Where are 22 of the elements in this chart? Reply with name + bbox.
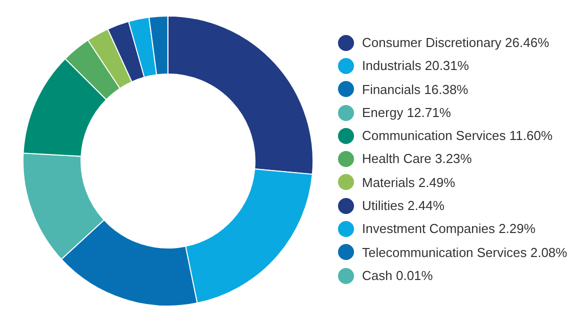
data-label: 2.08%: [530, 244, 568, 260]
legend-label: Health Care: [362, 151, 432, 166]
data-label: 3.23%: [434, 151, 472, 166]
legend-label: Utilities: [362, 198, 404, 214]
data-label: 0.01%: [396, 268, 433, 283]
legend-label: Energy: [362, 104, 404, 120]
legend-label: Investment Companies: [362, 221, 495, 236]
data-label: 2.49%: [418, 174, 456, 190]
legend-label: Telecommunication Services: [362, 244, 527, 260]
legend-label: Industrials: [362, 58, 422, 74]
legend-label: Cash: [362, 268, 392, 283]
data-label: 2.44%: [408, 198, 444, 214]
data-label: 2.29%: [498, 221, 536, 236]
legend-label: Consumer Discretionary: [362, 35, 502, 50]
data-label: 20.31%: [424, 58, 469, 74]
data-label: 11.60%: [509, 128, 553, 144]
legend-label: Communication Services: [362, 128, 506, 144]
data-label: 26.46%: [505, 35, 550, 50]
data-label: 16.38%: [424, 82, 468, 97]
data-label: 12.71%: [406, 104, 451, 120]
legend-label: Materials: [362, 174, 415, 190]
legend-label: Financials: [362, 82, 421, 97]
